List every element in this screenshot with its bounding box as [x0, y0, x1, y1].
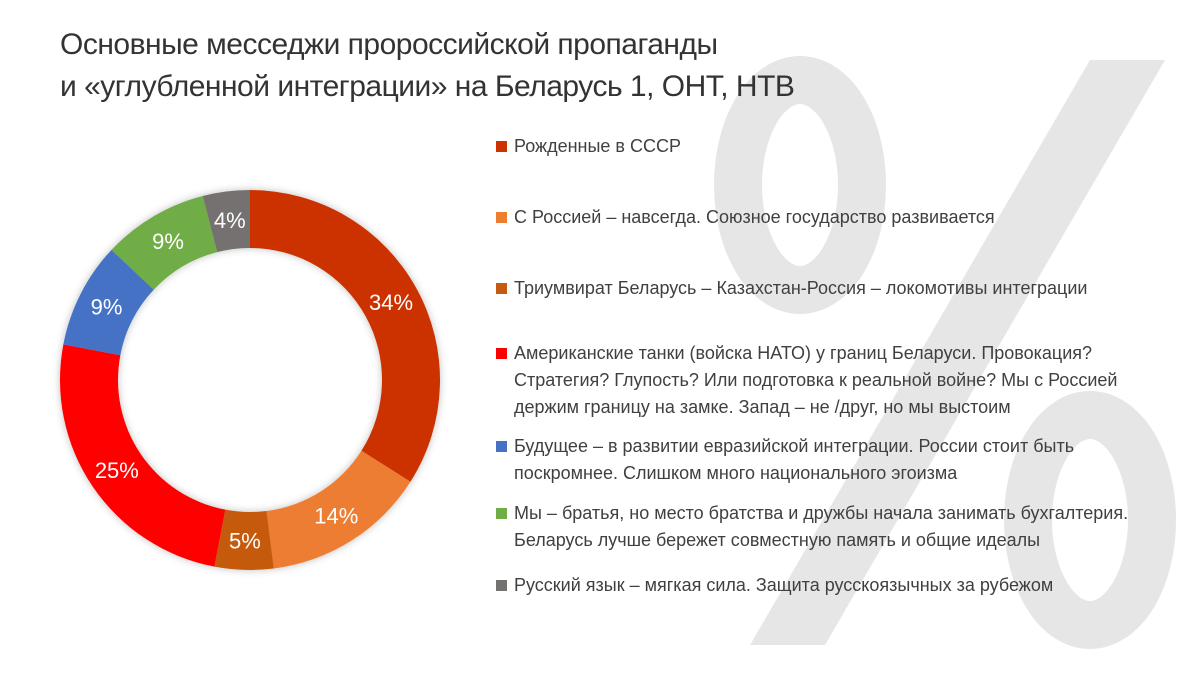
legend-swatch — [496, 508, 507, 519]
legend-item: Триумвират Беларусь – Казахстан-Россия –… — [496, 275, 1087, 302]
legend-label-line: держим границу на замке. Запад – не /дру… — [514, 397, 1011, 417]
legend-label-line: Американские танки (войска НАТО) у грани… — [514, 343, 1093, 363]
donut-slice-1 — [266, 450, 411, 569]
legend-item: Американские танки (войска НАТО) у грани… — [496, 340, 1117, 421]
slice-data-label: 4% — [214, 208, 246, 233]
legend-label-line: Мы – братья, но место братства и дружбы … — [514, 503, 1129, 523]
legend-item: Будущее – в развитии евразийской интегра… — [496, 433, 1074, 487]
slice-data-label: 9% — [152, 229, 184, 254]
donut-slice-2 — [214, 509, 274, 570]
slice-data-label: 14% — [314, 503, 358, 528]
legend-label-line: Русский язык – мягкая сила. Защита русск… — [514, 575, 1054, 595]
legend-label-line: Будущее – в развитии евразийской интегра… — [514, 436, 1075, 456]
legend-swatch — [496, 141, 507, 152]
donut-slice-4 — [63, 249, 154, 356]
title-line-1: Основные месседжи пророссийской пропаган… — [60, 28, 718, 61]
legend-label-line: Рожденные в СССР — [514, 136, 681, 156]
legend-label-line: Стратегия? Глупость? Или подготовка к ре… — [514, 370, 1118, 390]
title-line-2: и «углубленной интеграции» на Беларусь 1… — [60, 70, 795, 103]
legend-item: Русский язык – мягкая сила. Защита русск… — [496, 572, 1053, 599]
legend-label-line: Беларусь лучше бережет совместную память… — [514, 530, 1041, 550]
chart-title: Основные месседжи пророссийской пропаган… — [60, 24, 795, 108]
donut-slice-5 — [111, 195, 218, 290]
slice-data-label: 25% — [95, 458, 139, 483]
donut-slice-3 — [59, 344, 226, 567]
legend-swatch — [496, 348, 507, 359]
legend-swatch — [496, 283, 507, 294]
legend-item: Мы – братья, но место братства и дружбы … — [496, 500, 1128, 554]
legend-label-line: Триумвират Беларусь – Казахстан-Россия –… — [514, 278, 1088, 298]
donut-slice-0 — [250, 190, 440, 482]
legend-swatch — [496, 580, 507, 591]
donut-slice-6 — [202, 190, 250, 253]
legend-label-line: поскромнее. Слишком много национального … — [514, 463, 958, 483]
legend-swatch — [496, 212, 507, 223]
legend-item: Рожденные в СССР — [496, 133, 681, 160]
legend-label-line: С Россией – навсегда. Союзное государств… — [514, 207, 995, 227]
slice-data-label: 34% — [369, 290, 413, 315]
slice-data-label: 9% — [91, 294, 123, 319]
legend-item: С Россией – навсегда. Союзное государств… — [496, 204, 995, 231]
legend-swatch — [496, 441, 507, 452]
slice-data-label: 5% — [229, 528, 261, 553]
